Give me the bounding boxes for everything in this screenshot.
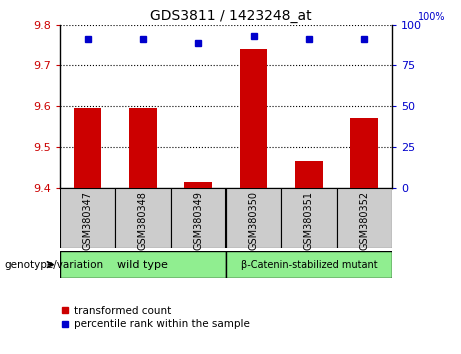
Legend: transformed count, percentile rank within the sample: transformed count, percentile rank withi… (60, 306, 250, 329)
Bar (115, 188, 171, 248)
Bar (226, 251, 392, 278)
Bar (129, 108, 157, 188)
Text: wild type: wild type (118, 259, 168, 270)
Bar (350, 118, 378, 188)
Bar (171, 188, 226, 248)
Text: GDS3811 / 1423248_at: GDS3811 / 1423248_at (150, 9, 311, 23)
Text: 100%: 100% (419, 12, 446, 22)
Text: β-Catenin-stabilized mutant: β-Catenin-stabilized mutant (241, 259, 377, 270)
Bar (281, 188, 337, 248)
Bar (74, 108, 101, 188)
Text: GSM380352: GSM380352 (359, 190, 369, 250)
Bar (295, 161, 323, 188)
Bar (60, 188, 115, 248)
Bar (337, 188, 392, 248)
Bar (184, 182, 212, 188)
Text: GSM380351: GSM380351 (304, 190, 314, 250)
Text: GSM380350: GSM380350 (248, 190, 259, 250)
Text: GSM380348: GSM380348 (138, 190, 148, 250)
Bar (240, 49, 267, 188)
Text: GSM380347: GSM380347 (83, 190, 93, 250)
Text: GSM380349: GSM380349 (193, 190, 203, 250)
Text: genotype/variation: genotype/variation (5, 259, 104, 270)
Bar (226, 188, 281, 248)
Bar (60, 251, 226, 278)
